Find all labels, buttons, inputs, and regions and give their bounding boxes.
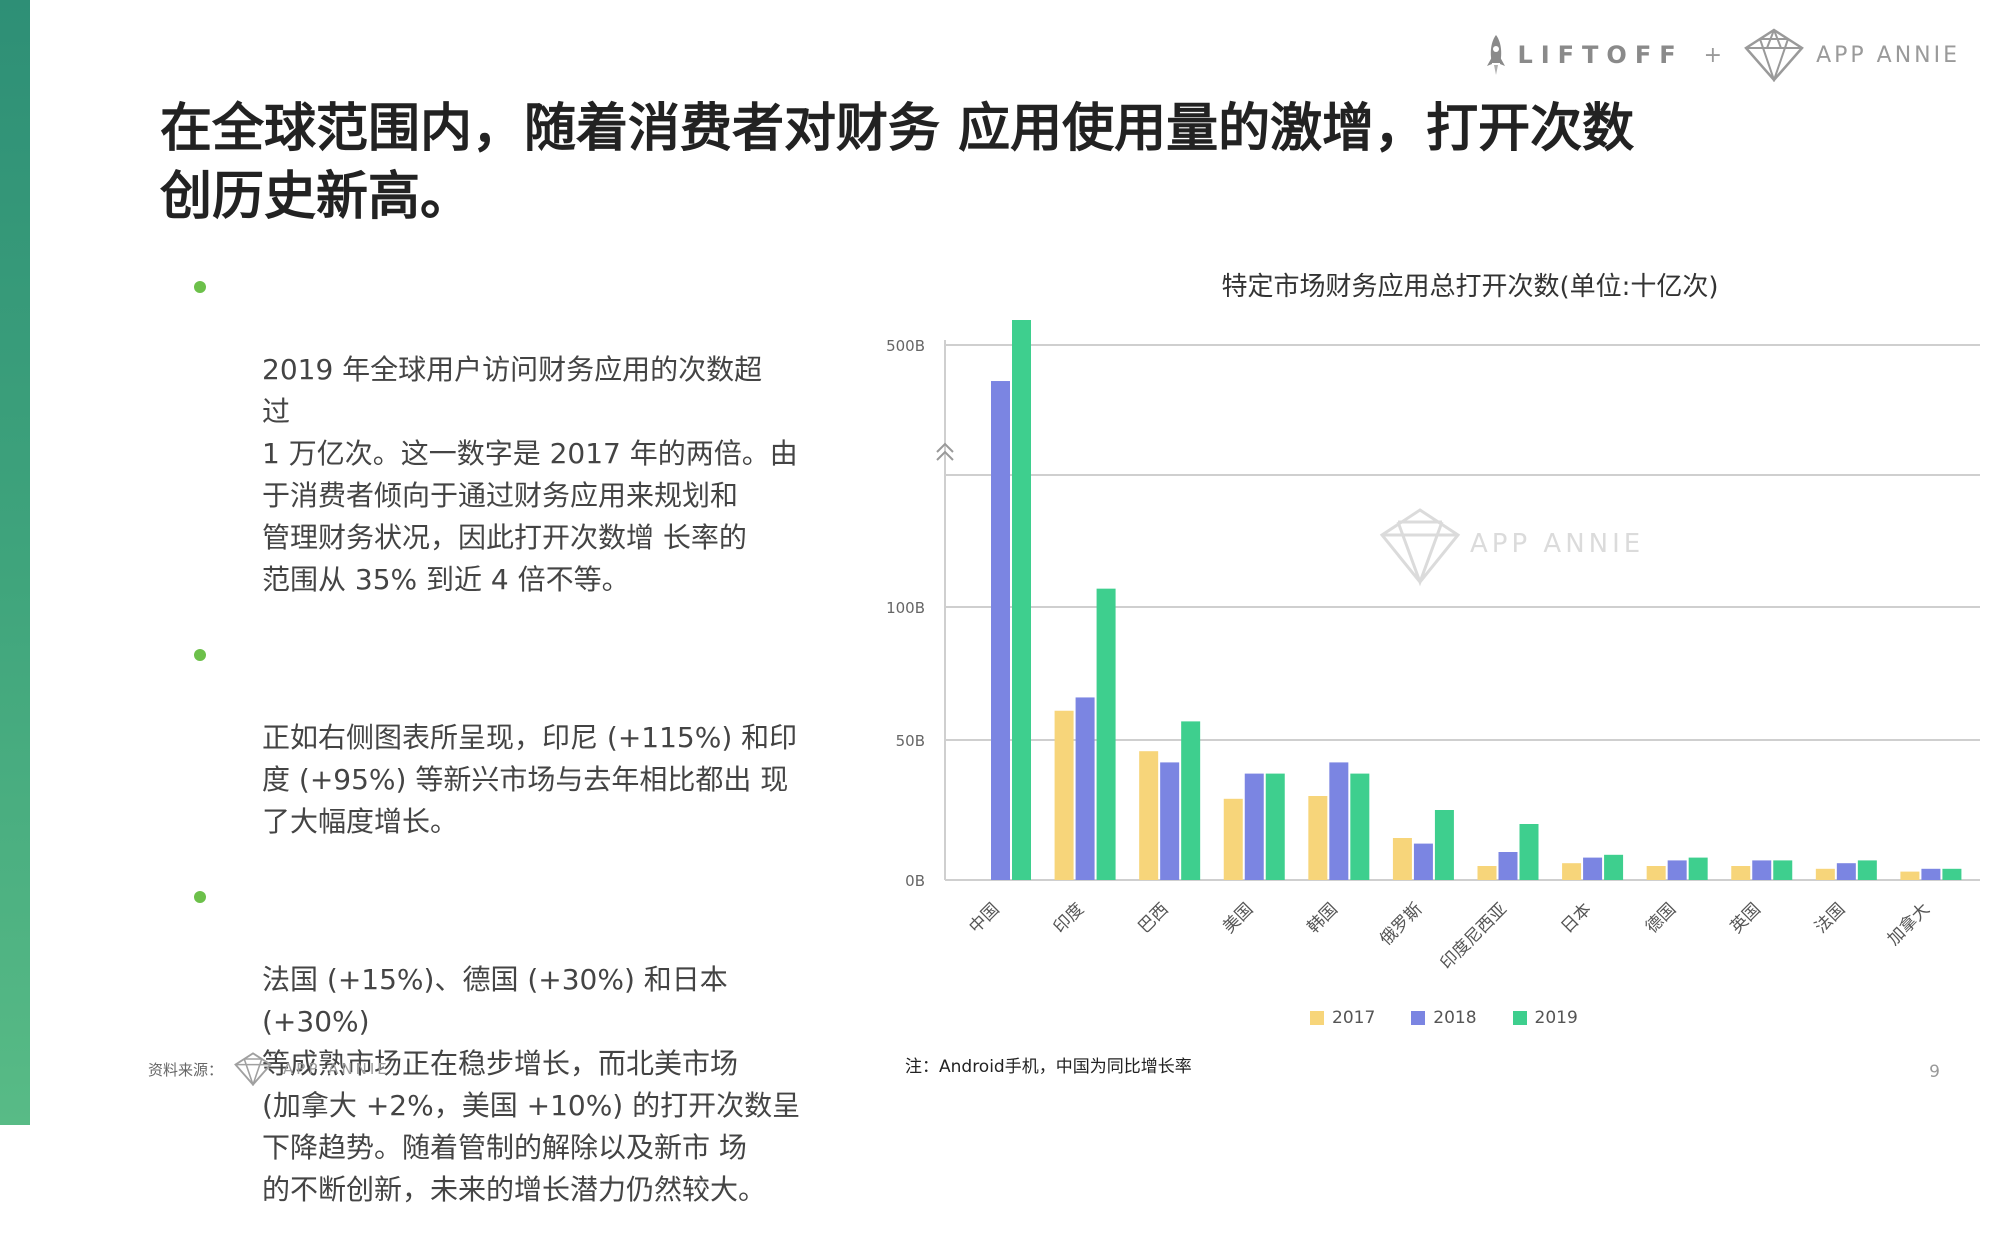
- x-tick-label: 韩国: [1304, 899, 1342, 937]
- bullet-text: 2019 年全球用户访问财务应用的次数超 过 1 万亿次。这一数字是 2017 …: [262, 353, 798, 596]
- y-tick-label: 0B: [905, 872, 925, 890]
- chart-title: 特定市场财务应用总打开次数(单位:十亿次): [1221, 272, 1719, 302]
- bullet-list: 2019 年全球用户访问财务应用的次数超 过 1 万亿次。这一数字是 2017 …: [190, 265, 830, 1243]
- bar-2017: [1392, 838, 1412, 880]
- bar-2018: [1413, 843, 1433, 880]
- legend-item-2018: 2018: [1411, 1008, 1477, 1028]
- bar-2018: [1075, 697, 1095, 880]
- bullet-dot-icon: [194, 891, 206, 903]
- legend-item-2019: 2019: [1512, 1008, 1578, 1028]
- y-tick-label: 100B: [886, 599, 925, 617]
- chart-legend: 2017 2018 2019: [1310, 1008, 1578, 1028]
- bar-2017: [1562, 863, 1582, 880]
- bar-2017: [1477, 866, 1497, 880]
- bar-2017: [1646, 866, 1666, 880]
- x-tick-label: 中国: [965, 899, 1003, 937]
- bar-2019: [1519, 824, 1539, 880]
- app-annie-diamond-icon: [1744, 28, 1804, 82]
- plus-sign: +: [1703, 42, 1723, 68]
- legend-swatch: [1310, 1011, 1324, 1025]
- bar-2019: [1604, 854, 1624, 880]
- app-annie-logo-text: APP ANNIE: [1816, 42, 1960, 68]
- x-tick-label: 印度: [1050, 899, 1088, 937]
- bullet-dot-icon: [194, 281, 206, 293]
- y-tick-label: 500B: [886, 337, 925, 355]
- side-accent-bar: [0, 0, 30, 1125]
- x-tick-label: 德国: [1642, 899, 1680, 937]
- bar-2017: [1815, 868, 1835, 880]
- bar-chart: 500B 100B 50B 0B APP ANNIE 中国 印度 巴西 美国 韩国 俄罗斯 印度尼西亚…: [886, 320, 1980, 970]
- bullet-text: 正如右侧图表所呈现，印尼 (+115%) 和印 度 (+95%) 等新兴市场与去…: [262, 721, 798, 838]
- y-tick-label: 50B: [896, 732, 925, 750]
- bar-2018: [991, 381, 1010, 880]
- bar-2017: [1900, 871, 1920, 880]
- bar-2018: [1244, 773, 1264, 880]
- source-label: 资料来源：: [148, 1060, 224, 1079]
- bar-2018: [1836, 863, 1856, 880]
- app-annie-diamond-icon: [234, 1052, 272, 1086]
- bar-2018: [1498, 852, 1518, 880]
- bar-2017: [1223, 798, 1243, 880]
- header-logos: LIFTOFF + APP ANNIE: [1485, 28, 1960, 82]
- bar-2017: [1308, 796, 1328, 880]
- bullet-dot-icon: [194, 649, 206, 661]
- bar-2018: [1667, 860, 1687, 880]
- x-tick-label: 法国: [1811, 899, 1849, 937]
- liftoff-logo-text: LIFTOFF: [1517, 41, 1684, 69]
- bar-2017: [1139, 751, 1159, 880]
- bar-2018: [1921, 868, 1941, 880]
- bar-2018: [1329, 762, 1349, 880]
- bullet-item: 2019 年全球用户访问财务应用的次数超 过 1 万亿次。这一数字是 2017 …: [190, 265, 830, 601]
- legend-swatch: [1411, 1011, 1426, 1025]
- x-tick-label: 英国: [1727, 899, 1765, 937]
- bar-2019: [1688, 857, 1708, 880]
- bullet-item: 正如右侧图表所呈现，印尼 (+115%) 和印 度 (+95%) 等新兴市场与去…: [190, 633, 830, 843]
- bullet-item: 法国 (+15%)、德国 (+30%) 和日本 (+30%) 等成熟市场正在稳步…: [190, 875, 830, 1211]
- x-tick-label: 巴西: [1135, 899, 1173, 937]
- x-tick-label: 印度尼西亚: [1437, 899, 1511, 970]
- bar-2019: [1012, 320, 1031, 880]
- x-tick-label: 日本: [1557, 899, 1595, 937]
- rocket-icon: [1487, 35, 1506, 75]
- page-title: 在全球范围内，随着消费者对财务 应用使用量的激增，打开次数 创历史新高。: [160, 99, 1635, 227]
- app-annie-logo: APP ANNIE: [1742, 28, 1960, 82]
- bar-2019: [1942, 868, 1962, 880]
- legend-label: 2019: [1534, 1008, 1578, 1028]
- watermark-text: APP ANNIE: [1470, 529, 1644, 559]
- axis-break-icon: [936, 442, 954, 461]
- bar-2019: [1773, 860, 1793, 880]
- bar-2018: [1160, 762, 1180, 880]
- page-number: 9: [1929, 1062, 1940, 1082]
- bar-2018: [1583, 857, 1603, 880]
- source-brand: APP ANNIE: [283, 1060, 390, 1078]
- legend-label: 2017: [1332, 1008, 1376, 1028]
- legend-label: 2018: [1433, 1008, 1477, 1028]
- x-tick-label: 俄罗斯: [1376, 899, 1426, 949]
- bar-2019: [1096, 588, 1116, 880]
- bar-2019: [1434, 810, 1454, 880]
- bar-2018: [1752, 860, 1772, 880]
- x-tick-label: 美国: [1219, 899, 1257, 937]
- liftoff-logo: LIFTOFF: [1485, 33, 1683, 77]
- bar-2019: [1181, 721, 1201, 880]
- bar-2019: [1265, 773, 1285, 880]
- legend-swatch: [1512, 1011, 1527, 1025]
- watermark: APP ANNIE: [1379, 508, 1644, 587]
- legend-item-2017: 2017: [1310, 1008, 1375, 1028]
- bar-2019: [1857, 860, 1877, 880]
- bar-2017: [1054, 710, 1074, 880]
- x-tick-label: 加拿大: [1883, 899, 1934, 950]
- bar-2017: [1731, 866, 1751, 880]
- chart-footnote: 注：Android手机，中国为同比增长率: [905, 1057, 1192, 1077]
- bar-2019: [1350, 773, 1370, 880]
- source-credit: 资料来源： APP ANNIE: [148, 1052, 390, 1086]
